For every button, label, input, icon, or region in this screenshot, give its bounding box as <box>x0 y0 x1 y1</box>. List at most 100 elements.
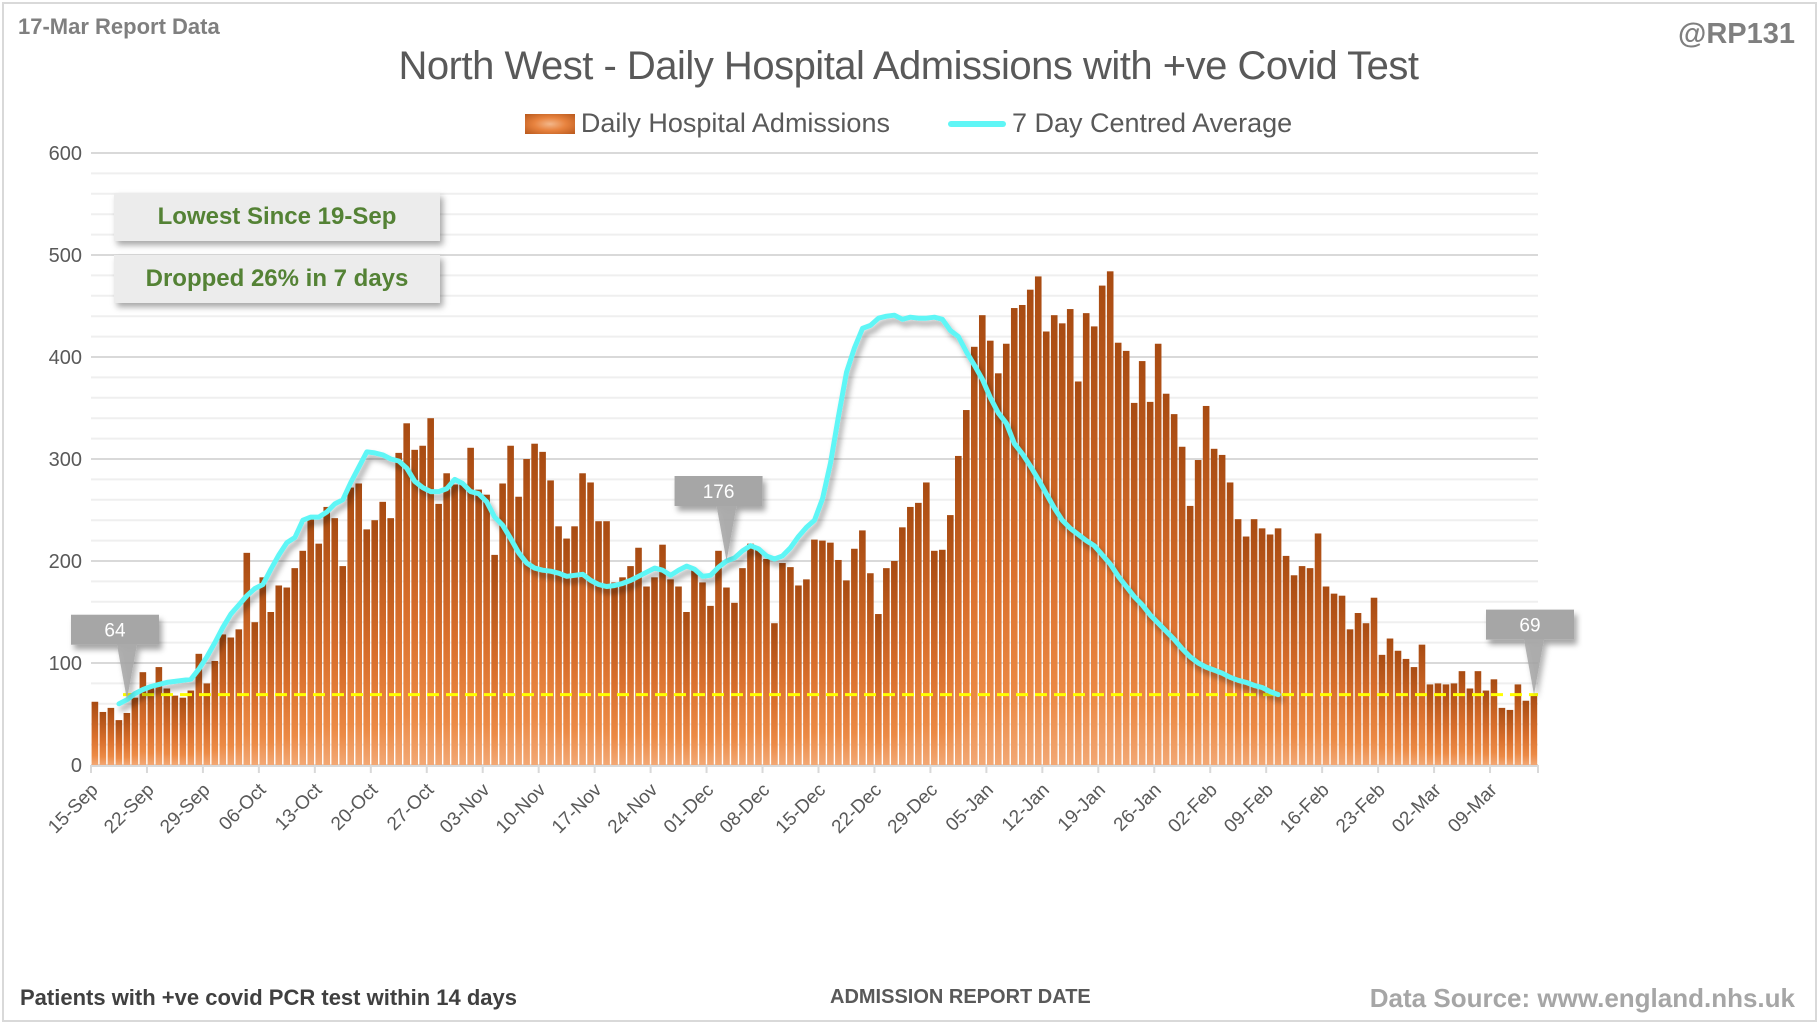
bar <box>243 552 251 765</box>
x-tick-label: 10-Nov <box>492 779 551 838</box>
bar <box>739 568 746 765</box>
bar <box>1250 519 1258 765</box>
bar <box>363 529 371 765</box>
bar <box>851 548 858 765</box>
bar <box>1146 401 1154 765</box>
bar <box>619 577 626 765</box>
bar <box>1506 709 1514 765</box>
bar <box>1194 460 1202 765</box>
annotation-dropped-percent: Dropped 26% in 7 days <box>114 255 440 303</box>
bar <box>99 711 107 765</box>
bar <box>563 538 570 765</box>
bar <box>1418 644 1426 765</box>
bar <box>1386 638 1394 765</box>
bar <box>579 473 586 765</box>
bar <box>227 637 235 765</box>
bar <box>835 559 842 765</box>
callout-pointer <box>1524 639 1545 695</box>
data-source: Data Source: www.england.nhs.uk <box>1369 983 1795 1013</box>
bar <box>115 720 123 765</box>
bar <box>1306 568 1314 765</box>
bar <box>283 587 291 765</box>
bar <box>1378 654 1386 765</box>
bar <box>483 494 490 765</box>
bar <box>203 683 211 765</box>
bar <box>915 502 922 765</box>
bar <box>507 445 514 765</box>
bar <box>571 526 578 765</box>
bar <box>907 506 914 765</box>
callout <box>1486 609 1575 695</box>
bar <box>611 582 618 765</box>
x-tick-label: 19-Jan <box>1054 780 1110 836</box>
bar <box>763 558 770 765</box>
bar <box>859 530 866 765</box>
bar <box>251 622 259 765</box>
callout-pointer <box>116 644 137 700</box>
x-tick-label: 15-Sep <box>44 780 102 838</box>
bar <box>1514 684 1522 765</box>
callout <box>674 476 763 561</box>
bar <box>994 373 1002 765</box>
bar <box>899 527 906 765</box>
bar <box>307 516 315 765</box>
bar <box>667 579 674 765</box>
bar <box>811 539 818 765</box>
x-tick-label: 16-Feb <box>1276 780 1333 837</box>
bar <box>555 526 562 765</box>
bar <box>1266 534 1274 765</box>
bar <box>1002 343 1010 765</box>
bar <box>1018 304 1026 765</box>
x-tick-label: 20-Oct <box>327 779 383 835</box>
legend-item-daily: Daily Hospital Admissions <box>524 108 890 139</box>
bar <box>1042 331 1050 765</box>
x-tick-label: 01-Dec <box>660 780 718 838</box>
callout-label: 64 <box>104 621 126 642</box>
report-date-label: 17-Mar Report Data <box>18 14 220 39</box>
bar <box>1402 658 1410 765</box>
bar <box>699 582 706 765</box>
bar <box>1290 575 1298 765</box>
bar <box>1122 350 1130 765</box>
bar <box>1282 555 1290 765</box>
bar <box>1434 683 1442 765</box>
annotation-lowest-since: Lowest Since 19-Sep <box>114 193 440 241</box>
bar <box>803 579 810 765</box>
bar <box>1474 671 1482 765</box>
bar <box>1322 586 1330 765</box>
bar <box>787 567 794 765</box>
y-axis: 0 100 200 300 400 500 600 <box>49 143 82 777</box>
bar <box>443 473 450 765</box>
bar <box>587 482 594 765</box>
bar <box>347 487 355 765</box>
bar <box>1114 342 1122 765</box>
bar <box>339 566 347 765</box>
bar <box>139 672 147 765</box>
legend-swatch-line-icon <box>947 120 1006 127</box>
y-tick-label: 400 <box>49 347 82 369</box>
bar <box>163 688 171 765</box>
bar <box>1314 533 1322 765</box>
bar <box>1498 707 1506 765</box>
bar <box>107 707 115 765</box>
bar <box>1482 690 1490 765</box>
bar <box>731 602 738 765</box>
bar <box>1138 361 1146 765</box>
y-tick-label: 200 <box>49 551 82 573</box>
x-tick-label: 27-Oct <box>383 779 439 835</box>
x-tick-label: 29-Dec <box>884 780 942 838</box>
x-tick-label: 06-Oct <box>215 779 271 835</box>
bar <box>970 346 978 765</box>
bar <box>123 712 131 765</box>
bar <box>395 452 402 765</box>
bar <box>179 697 187 765</box>
x-tick-label: 12-Jan <box>998 780 1054 836</box>
bar <box>499 483 506 765</box>
bar <box>675 586 682 765</box>
bar <box>1162 393 1170 765</box>
bar <box>1426 684 1434 765</box>
bar <box>747 543 754 765</box>
chart-title: North West - Daily Hospital Admissions w… <box>398 44 1419 88</box>
bar <box>475 489 482 765</box>
